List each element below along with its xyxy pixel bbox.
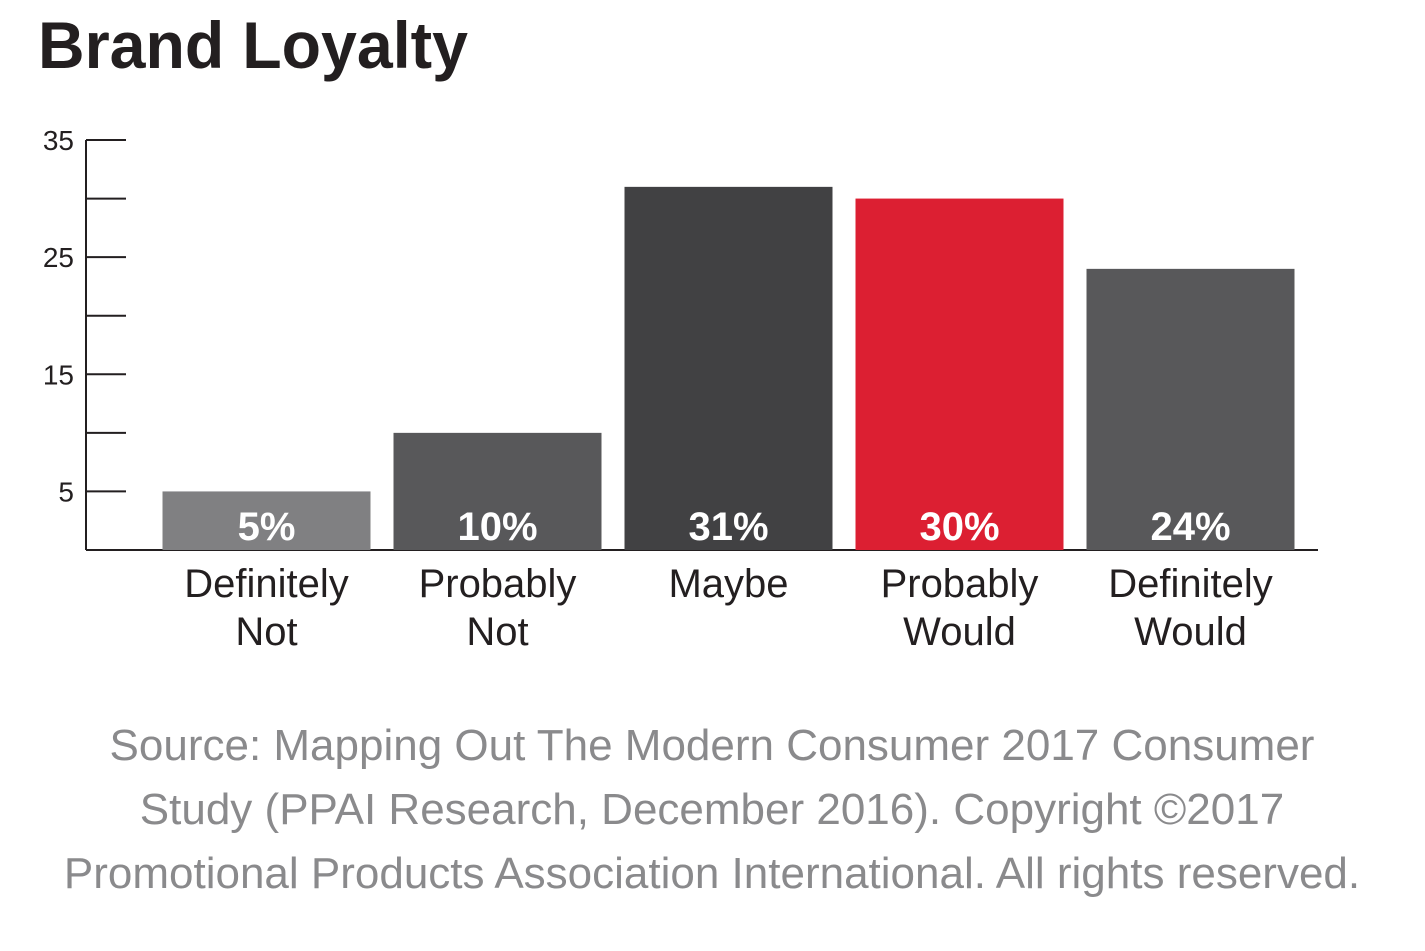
source-note: Source: Mapping Out The Modern Consumer … bbox=[110, 721, 1315, 770]
source-note: Study (PPAI Research, December 2016). Co… bbox=[140, 785, 1284, 834]
y-tick-label: 5 bbox=[58, 476, 74, 507]
bar bbox=[162, 491, 371, 550]
value-label: 31% bbox=[688, 505, 768, 549]
y-tick-label: 35 bbox=[43, 125, 74, 156]
x-tick-label: Definitely Not bbox=[184, 562, 349, 654]
x-tick-label: Definitely Would bbox=[1108, 562, 1273, 654]
bar bbox=[1086, 268, 1295, 550]
y-tick-label: 15 bbox=[43, 359, 74, 390]
bar bbox=[855, 198, 1064, 551]
value-label: 10% bbox=[457, 505, 537, 549]
x-tick-label: Probably Not bbox=[419, 562, 577, 654]
source-note: Promotional Products Association Interna… bbox=[64, 849, 1360, 898]
value-label: 5% bbox=[238, 505, 296, 549]
chart-title: Brand Loyalty bbox=[38, 8, 468, 82]
value-label: 30% bbox=[919, 505, 999, 549]
x-tick-label: Probably Would bbox=[881, 562, 1039, 654]
x-tick-label: Maybe bbox=[668, 562, 788, 606]
y-tick-label: 25 bbox=[43, 242, 74, 273]
value-label: 24% bbox=[1150, 505, 1230, 549]
bar bbox=[624, 186, 833, 550]
bar bbox=[393, 432, 602, 550]
